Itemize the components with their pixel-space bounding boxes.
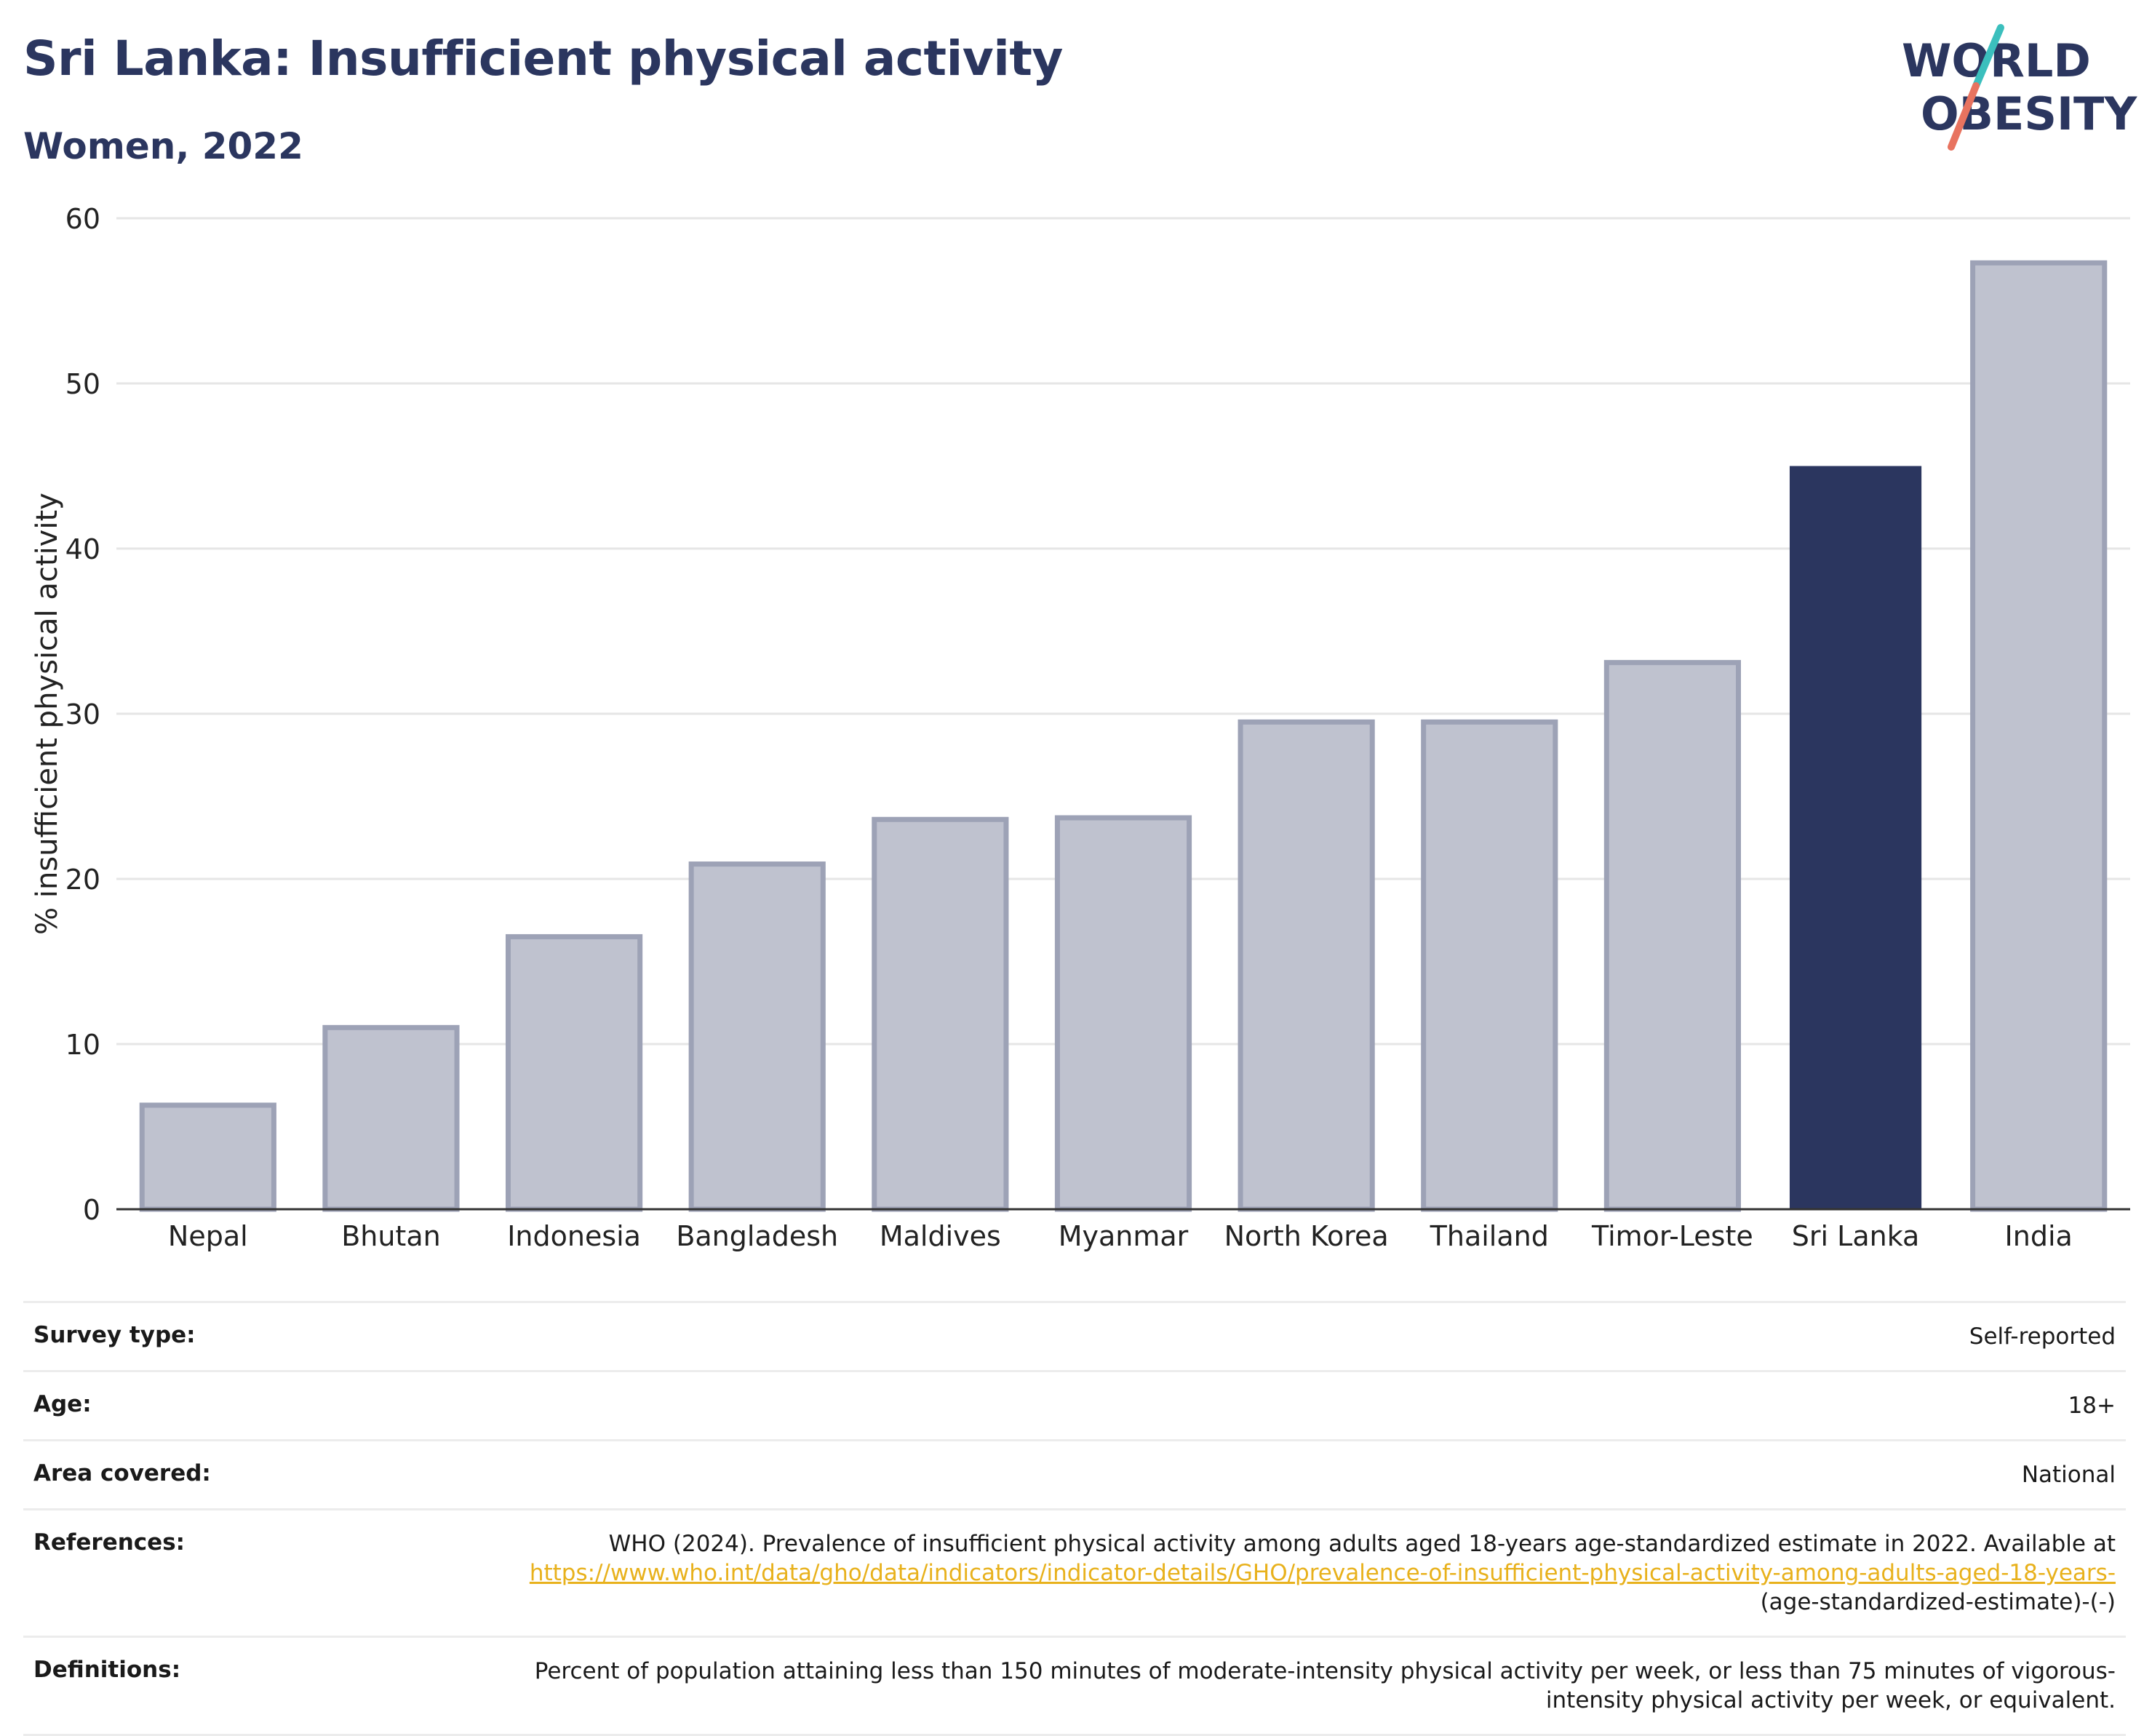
bar-bhutan	[322, 1024, 460, 1212]
area-label: Area covered:	[33, 1460, 211, 1486]
references-text-after: (age-standardized-estimate)-(-)	[1760, 1589, 2116, 1615]
chart-subtitle: Women, 2022	[23, 125, 303, 167]
bar-north-korea	[1238, 719, 1375, 1212]
y-tick-label: 50	[65, 368, 100, 400]
bar-indonesia	[506, 933, 643, 1212]
y-tick-label: 10	[65, 1029, 100, 1061]
bar-thailand	[1421, 719, 1558, 1212]
y-tick-label: 40	[65, 533, 100, 565]
x-tick-label: Bhutan	[341, 1220, 441, 1252]
area-row: Area covered: National	[23, 1439, 2126, 1508]
references-link[interactable]: https://www.who.int/data/gho/data/indica…	[529, 1560, 2116, 1586]
x-tick-label: Timor-Leste	[1591, 1220, 1753, 1252]
references-label: References:	[33, 1529, 186, 1556]
age-label: Age:	[33, 1391, 92, 1417]
x-tick-label: Thailand	[1430, 1220, 1549, 1252]
y-tick-label: 60	[65, 203, 100, 235]
logo-slash-bottom	[1948, 82, 1980, 151]
y-tick-label: 0	[83, 1194, 100, 1226]
y-tick-label: 30	[65, 698, 100, 730]
references-text: WHO (2024). Prevalence of insufficient p…	[608, 1531, 2116, 1557]
x-tick-label: North Korea	[1224, 1220, 1389, 1252]
x-tick-label: Bangladesh	[676, 1220, 838, 1252]
definitions-row: Definitions: Percent of population attai…	[23, 1636, 2126, 1736]
x-tick-label: Maldives	[880, 1220, 1001, 1252]
x-tick-label: Nepal	[168, 1220, 248, 1252]
chart-title: Sri Lanka: Insufficient physical activit…	[23, 31, 1063, 87]
bar-maldives	[872, 816, 1009, 1212]
area-value: National	[2021, 1462, 2116, 1488]
bar-timor-leste	[1603, 660, 1741, 1212]
survey-type-label: Survey type:	[33, 1322, 196, 1348]
logo-slash-top	[1972, 24, 2004, 89]
world-obesity-logo: WORLD OBESITY	[1902, 24, 2137, 151]
survey-type-row: Survey type: Self-reported	[23, 1301, 2126, 1370]
bar-myanmar	[1054, 815, 1192, 1212]
y-axis-title: % insufficient physical activity	[31, 493, 64, 935]
bar-sri-lanka	[1789, 466, 1922, 1209]
x-tick-label: India	[2005, 1220, 2073, 1252]
references-row: References: WHO (2024). Prevalence of in…	[23, 1508, 2126, 1636]
bar-chart: 0 10 20 30 40 50 60 Nepal Bhutan Indonesia Banglad…	[31, 203, 2130, 1252]
x-tick-label: Indonesia	[507, 1220, 641, 1252]
y-tick-label: 20	[65, 864, 100, 896]
age-row: Age: 18+	[23, 1370, 2126, 1439]
age-value: 18+	[2068, 1393, 2116, 1419]
references-value: WHO (2024). Prevalence of insufficient p…	[479, 1529, 2116, 1617]
bar-bangladesh	[688, 861, 826, 1212]
bar-india	[1970, 260, 2108, 1212]
x-tick-label: Sri Lanka	[1792, 1220, 1920, 1252]
info-table: Survey type: Self-reported Age: 18+ Area…	[23, 1301, 2126, 1736]
definitions-label: Definitions:	[33, 1657, 181, 1683]
x-tick-label: Myanmar	[1059, 1220, 1189, 1252]
definitions-value: Percent of population attaining less tha…	[534, 1658, 2116, 1713]
bar-nepal	[139, 1102, 276, 1212]
survey-type-value: Self-reported	[1969, 1323, 2116, 1350]
